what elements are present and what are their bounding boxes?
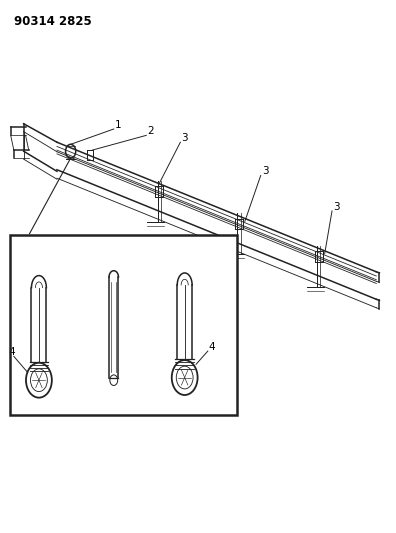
- Text: 3: 3: [333, 202, 340, 212]
- Text: 4: 4: [8, 348, 15, 357]
- Text: 3: 3: [181, 133, 188, 143]
- Text: 4: 4: [209, 342, 215, 352]
- Text: 2: 2: [147, 126, 154, 136]
- Text: 90314 2825: 90314 2825: [14, 15, 91, 28]
- Text: 3: 3: [262, 166, 268, 176]
- FancyBboxPatch shape: [10, 235, 237, 415]
- Text: 1: 1: [115, 120, 122, 130]
